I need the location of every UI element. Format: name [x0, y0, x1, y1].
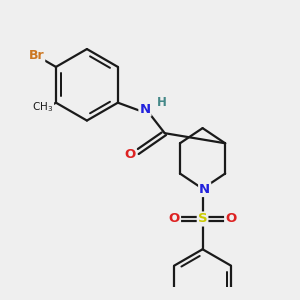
Text: O: O: [225, 212, 236, 226]
Text: N: N: [199, 183, 210, 196]
Text: H: H: [157, 96, 167, 109]
Text: Br: Br: [28, 50, 44, 62]
Text: O: O: [169, 212, 180, 226]
Text: CH$_3$: CH$_3$: [32, 100, 53, 114]
Text: S: S: [198, 212, 207, 226]
Text: N: N: [140, 103, 151, 116]
Text: O: O: [124, 148, 135, 161]
